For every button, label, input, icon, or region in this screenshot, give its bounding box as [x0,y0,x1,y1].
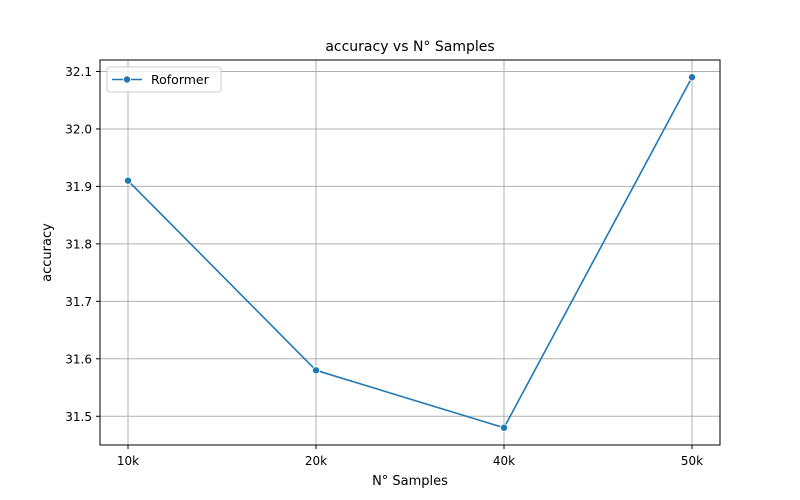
legend-box [106,66,222,93]
x-tick-label: 40k [493,454,515,468]
y-tick-label: 31.5 [65,410,92,424]
legend-label-roformer: Roformer [151,72,210,87]
y-tick-label: 31.6 [65,352,92,366]
chart-title: accuracy vs N° Samples [325,39,494,55]
data-point [499,423,508,432]
data-point [688,73,697,82]
data-point [124,176,133,185]
y-tick-label: 31.7 [65,295,92,309]
y-tick-label: 32.1 [65,65,92,79]
y-tick-label: 31.9 [65,180,92,194]
legend-marker [123,75,132,84]
legend: Roformer [106,66,222,93]
y-tick-label: 32.0 [65,122,92,136]
y-tick-label: 31.8 [65,237,92,251]
x-tick-label: 10k [117,454,139,468]
y-axis-label: accuracy [40,223,55,282]
series-line-roformer [127,76,693,429]
grid [100,60,720,445]
x-tick-label: 20k [305,454,327,468]
series-layer [124,73,697,432]
axis-ticks: 10k 20k 40k 50k 31.5 31.6 31.7 31.8 31.9 32.0 32.1 [65,65,703,468]
x-tick-label: 50k [681,454,703,468]
x-axis-label: N° Samples [372,474,448,489]
data-point [311,366,320,375]
plot-area-frame [99,59,721,446]
